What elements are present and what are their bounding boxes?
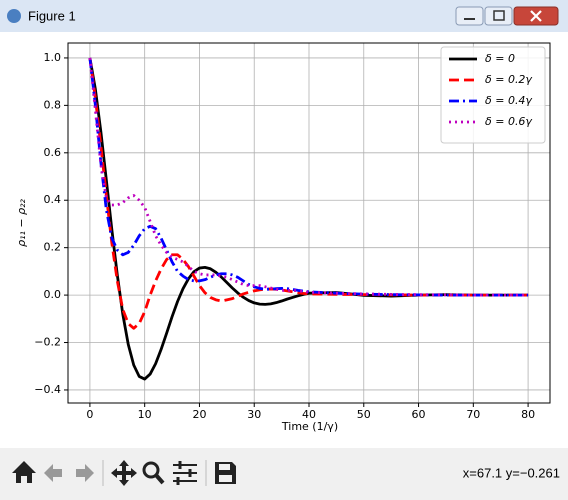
save-icon-detail	[219, 464, 230, 470]
x-tick-label: 80	[521, 408, 535, 421]
axes-frame	[67, 42, 551, 404]
cursor-status: x=67.1 y=−0.261	[463, 465, 560, 480]
toolbar	[0, 448, 568, 500]
y-tick-label: 0.0	[44, 288, 62, 301]
series-line	[88, 57, 529, 297]
x-axis-label: Time (1/γ)	[281, 420, 338, 433]
legend-label: δ = 0	[485, 52, 515, 65]
configure-sliders	[176, 461, 192, 485]
forward-button[interactable]	[76, 464, 94, 482]
minimize-button[interactable]	[455, 6, 484, 26]
y-tick-label: −0.2	[34, 336, 61, 349]
y-tick-label: 0.2	[44, 241, 62, 254]
x-tick-label: 40	[302, 408, 316, 421]
legend-label: δ = 0.2γ	[485, 73, 532, 86]
window-title: Figure 1	[28, 8, 76, 23]
pan-button[interactable]	[111, 460, 137, 486]
series-line	[88, 57, 529, 330]
x-tick-label: 30	[247, 408, 261, 421]
maximize-button[interactable]	[484, 6, 513, 26]
y-tick-label: 0.8	[44, 98, 62, 111]
x-tick-label: 70	[466, 408, 480, 421]
app-icon	[7, 9, 21, 23]
maximize-icon	[493, 10, 505, 21]
y-tick-label: −0.4	[34, 383, 61, 396]
y-tick-label: 0.4	[44, 193, 62, 206]
x-tick-label: 50	[357, 408, 371, 421]
home-button[interactable]	[12, 461, 36, 483]
y-axis-label: ρ₁₁ − ρ₂₂	[15, 199, 28, 247]
zoom-handle	[154, 473, 165, 485]
x-tick-label: 20	[192, 408, 206, 421]
legend-label: δ = 0.6γ	[485, 115, 532, 128]
x-tick-label: 10	[138, 408, 152, 421]
series-line	[88, 57, 529, 297]
legend-box	[440, 46, 546, 144]
y-tick-label: 1.0	[44, 51, 62, 64]
y-tick-label: 0.6	[44, 146, 62, 159]
close-icon	[530, 10, 542, 22]
back-button[interactable]	[44, 464, 62, 482]
save-icon-detail	[219, 475, 232, 482]
legend-label: δ = 0.4γ	[485, 94, 532, 107]
series-line	[88, 57, 529, 381]
x-tick-label: 60	[412, 408, 426, 421]
zoom-button[interactable]	[142, 461, 160, 479]
x-tick-label: 0	[86, 408, 93, 421]
